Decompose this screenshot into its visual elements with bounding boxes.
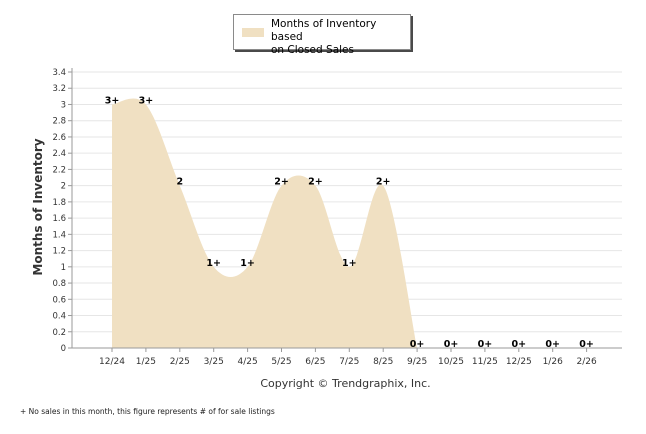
x-tick-label: 6/25 [305,357,325,367]
data-label: 1+ [206,258,221,269]
y-tick-label: 3.2 [52,84,66,94]
y-tick-label: 3.4 [52,68,66,78]
data-label: 3+ [139,95,154,106]
axes [68,68,622,352]
data-label: 0+ [478,339,493,350]
y-tick-label: 0.8 [52,279,66,289]
data-label: 0+ [444,339,459,350]
x-tick-label: 7/25 [339,357,359,367]
data-label: 2 [176,177,183,188]
y-tick-label: 0.6 [52,295,66,305]
data-label: 0+ [512,339,527,350]
y-tick-label: 2.8 [52,117,66,127]
y-tick-label: 1.6 [52,214,66,224]
y-tick-label: 1.4 [52,230,66,240]
legend-label-line-2: on Closed Sales [271,44,354,56]
data-label: 0+ [579,339,594,350]
data-label: 2+ [376,177,391,188]
data-label: 0+ [545,339,560,350]
data-label: 3+ [105,95,120,106]
x-tick-label: 3/25 [204,357,224,367]
legend: Months of Inventory based on Closed Sale… [233,14,411,56]
legend-swatch [242,28,264,37]
y-tick-label: 1 [61,263,66,273]
legend-label: Months of Inventory based on Closed Sale… [271,18,409,57]
x-tick-label: 9/25 [407,357,427,367]
y-tick-label: 1.2 [52,247,66,257]
x-tick-label: 12/24 [99,357,125,367]
data-label: 0+ [410,339,425,350]
footnote: + No sales in this month, this figure re… [20,407,275,416]
y-axis-title: Months of Inventory [31,138,45,276]
y-tick-label: 3 [61,100,66,110]
y-tick-label: 2.4 [52,149,66,159]
x-tick-label: 1/26 [543,357,563,367]
y-tick-labels: 0 0.2 0.4 0.6 0.8 1 1.2 1.4 1.6 1.8 2 2.2 2.4 2.6 2.8 3… [52,68,66,354]
x-tick-label: 5/25 [271,357,291,367]
legend-label-line-1: Months of Inventory based [271,18,377,43]
data-label: 2+ [274,177,289,188]
y-tick-label: 0 [61,344,66,354]
data-label: 2+ [308,177,323,188]
x-tick-label: 12/25 [506,357,532,367]
x-tick-label: 8/25 [373,357,393,367]
y-tick-label: 2 [61,182,66,192]
y-tick-label: 2.6 [52,133,66,143]
point-labels: 3+ 3+ 2 1+ 1+ 2+ 2+ 1+ 2+ 0+ 0+ 0+ 0+ 0+ 0+ [105,95,594,350]
data-label: 1+ [342,258,357,269]
x-tick-label: 4/25 [237,357,257,367]
copyright-text: Copyright © Trendgraphix, Inc. [0,377,646,390]
x-tick-labels: 12/24 1/25 2/25 3/25 4/25 5/25 6/25 7/25 8/25 9/2… [99,357,597,367]
y-tick-label: 2.2 [52,165,66,175]
area-fill [112,98,418,348]
y-tick-label: 1.8 [52,198,66,208]
y-tick-label: 0.4 [52,312,66,322]
x-tick-label: 2/26 [576,357,596,367]
data-label: 1+ [240,258,255,269]
x-tick-label: 1/25 [136,357,156,367]
y-tick-label: 0.2 [52,328,66,338]
x-tick-label: 2/25 [170,357,190,367]
x-tick-label: 10/25 [438,357,464,367]
copyright-label: Copyright © Trendgraphix, Inc. [260,377,431,390]
area-series [112,98,418,348]
x-tick-label: 11/25 [472,357,498,367]
